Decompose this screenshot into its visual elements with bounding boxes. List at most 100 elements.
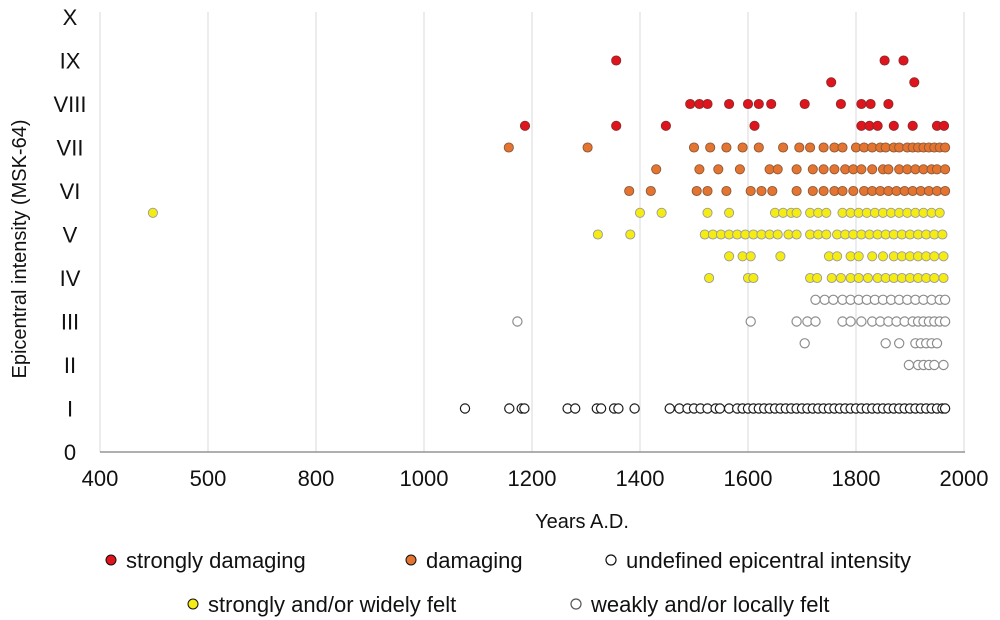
data-point-strongly-felt (772, 229, 783, 240)
legend-label-strongly-damaging: strongly damaging (126, 548, 306, 573)
data-point-strongly-felt (937, 229, 948, 240)
y-tick-label: VIII (53, 92, 86, 117)
data-point-strongly-felt (634, 207, 646, 218)
legend-label-strongly-felt: strongly and/or widely felt (208, 592, 456, 617)
y-tick-label: X (63, 5, 78, 30)
data-point-undefined (714, 403, 726, 414)
data-point-strongly-damaging (909, 77, 920, 88)
data-point-damaging (694, 164, 705, 175)
legend-marker-damaging (405, 554, 417, 566)
y-axis-title: Epicentral intensity (MSK-64) (9, 120, 31, 379)
data-point-damaging (791, 164, 802, 175)
data-point-strongly-felt (832, 251, 843, 262)
legend-marker-strongly-damaging (105, 554, 117, 566)
data-point-damaging (940, 142, 951, 153)
data-point-damaging (867, 164, 878, 175)
data-point-strongly-felt (724, 251, 735, 262)
data-point-strongly-felt (821, 229, 832, 240)
data-point-strongly-damaging (907, 120, 918, 131)
x-tick-label: 500 (190, 466, 227, 491)
y-tick-label: VI (60, 179, 81, 204)
data-point-weakly-felt (828, 294, 839, 305)
data-point-strongly-damaging (749, 120, 760, 131)
data-point-weakly-felt (929, 359, 940, 371)
data-point-damaging (848, 185, 859, 197)
data-point-strongly-damaging (519, 120, 531, 131)
data-point-strongly-damaging (826, 77, 837, 88)
data-point-strongly-felt (724, 207, 735, 218)
data-point-strongly-felt (748, 272, 759, 284)
data-point-damaging (737, 142, 748, 153)
data-point-strongly-damaging (685, 98, 696, 110)
x-tick-label: 800 (298, 466, 335, 491)
data-point-strongly-felt (853, 251, 864, 262)
data-point-damaging (702, 185, 713, 197)
data-point-strongly-felt (745, 251, 756, 262)
x-tick-labels: 400 500 800 1000 1200 1400 1600 1800 2000 (82, 466, 989, 491)
data-point-strongly-felt (821, 207, 832, 218)
data-point-strongly-felt (812, 272, 823, 284)
legend-marker-undefined (605, 554, 617, 566)
data-point-damaging (807, 164, 818, 175)
data-point-weakly-felt (819, 294, 830, 305)
data-point-damaging (713, 164, 724, 175)
x-tick-label: 1200 (508, 466, 557, 491)
data-point-damaging (772, 164, 783, 175)
data-point-strongly-damaging (898, 55, 909, 66)
data-point-weakly-felt (939, 294, 951, 305)
data-point-strongly-felt (656, 207, 667, 218)
data-point-strongly-felt (704, 272, 715, 284)
y-tick-label: VII (57, 136, 84, 161)
data-point-damaging (818, 185, 829, 197)
data-point-strongly-damaging (799, 98, 810, 110)
data-point-damaging (940, 164, 951, 175)
x-axis-title: Years A.D. (535, 511, 629, 533)
data-point-damaging (940, 185, 951, 197)
data-point-strongly-damaging (888, 120, 899, 131)
y-tick-label: IV (60, 266, 81, 291)
data-point-damaging (818, 142, 829, 153)
data-point-strongly-felt (938, 272, 949, 284)
data-point-damaging (818, 164, 829, 175)
data-point-damaging (745, 185, 756, 197)
data-point-damaging (791, 185, 802, 197)
data-point-strongly-felt (775, 251, 786, 262)
data-point-weakly-felt (903, 359, 915, 371)
data-point-damaging (756, 185, 767, 197)
data-point-strongly-felt (835, 272, 846, 284)
data-point-damaging (645, 185, 656, 197)
data-point-strongly-damaging (856, 98, 867, 110)
data-point-weakly-felt (880, 338, 891, 349)
data-points (147, 55, 951, 414)
data-point-damaging (767, 185, 778, 197)
data-point-weakly-felt (856, 316, 867, 327)
data-point-damaging (705, 142, 716, 153)
data-point-damaging (837, 142, 848, 153)
data-point-strongly-felt (702, 207, 713, 218)
x-tick-label: 400 (82, 466, 119, 491)
data-point-strongly-felt (625, 229, 636, 240)
data-point-strongly-damaging (938, 120, 950, 131)
data-point-weakly-felt (745, 316, 756, 327)
data-point-strongly-felt (826, 272, 837, 284)
data-point-undefined (459, 403, 471, 414)
y-tick-label: I (67, 397, 73, 422)
data-point-undefined (519, 403, 530, 414)
data-point-damaging (721, 142, 732, 153)
data-point-damaging (721, 185, 732, 197)
data-point-damaging (807, 185, 818, 197)
data-point-damaging (794, 142, 805, 153)
data-point-damaging (688, 142, 700, 153)
legend-marker-strongly-felt (187, 598, 199, 610)
data-point-strongly-damaging (753, 98, 764, 110)
y-tick-label: V (63, 223, 78, 248)
y-tick-label: III (61, 310, 79, 335)
data-point-weakly-felt (791, 316, 802, 327)
data-point-weakly-felt (894, 338, 905, 349)
data-point-weakly-felt (938, 359, 949, 371)
data-point-strongly-felt (862, 272, 873, 284)
data-point-weakly-felt (799, 338, 810, 349)
data-point-damaging (829, 164, 840, 175)
